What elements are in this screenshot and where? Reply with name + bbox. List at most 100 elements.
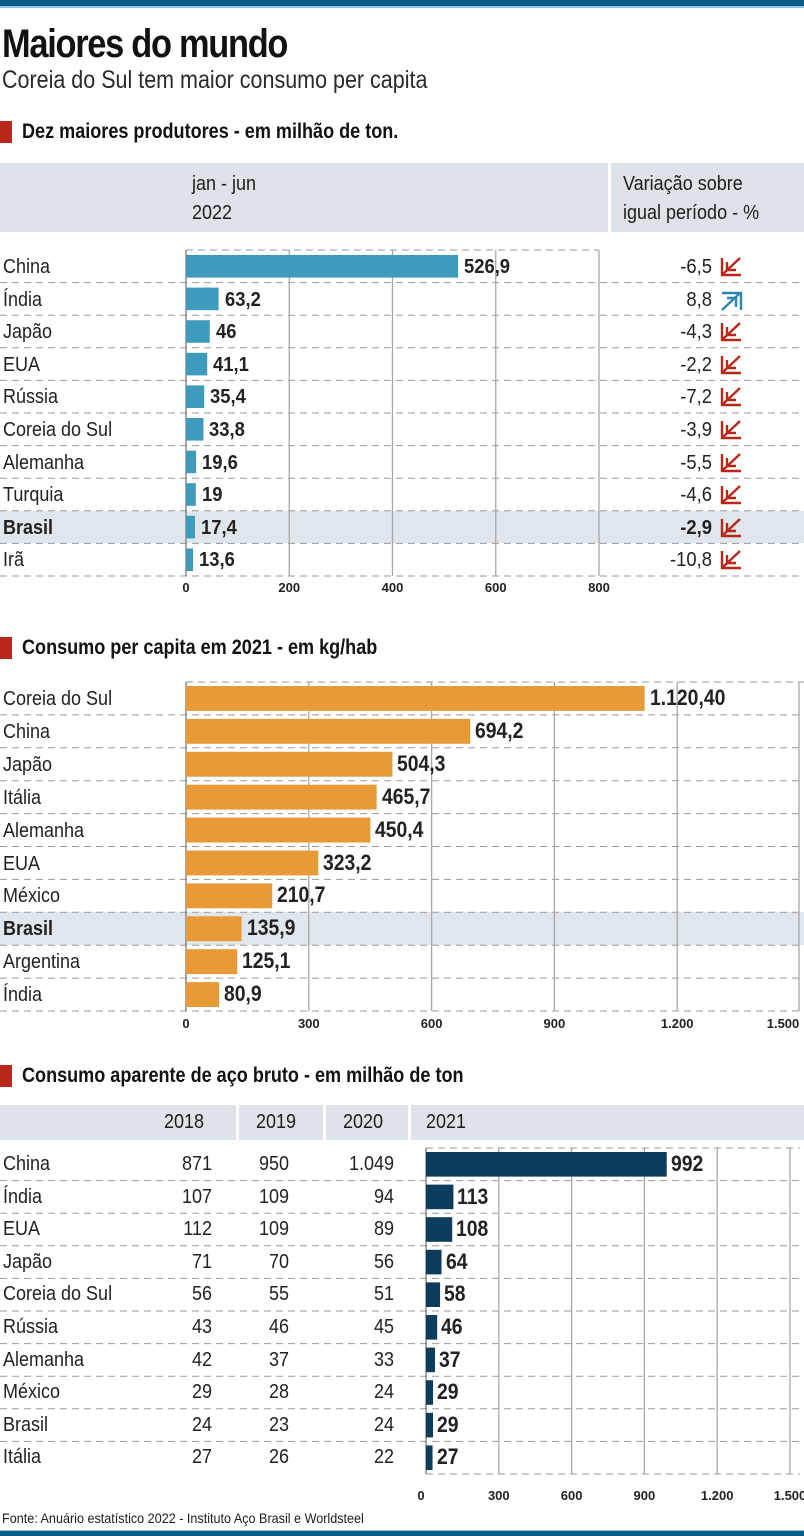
variation-value: -5,5 xyxy=(680,451,712,474)
bar-Rússia xyxy=(426,1315,438,1340)
x-tick-label: 0 xyxy=(182,580,190,595)
x-tick-label: 1.200 xyxy=(660,1016,694,1031)
table-header-band xyxy=(411,1105,804,1140)
category-label: Japão xyxy=(3,1250,53,1273)
column-header-2020: 2020 xyxy=(343,1111,384,1133)
variation-value: -4,6 xyxy=(680,484,712,507)
category-label: Coreia do Sul xyxy=(3,1283,113,1306)
table-cell-2018: 112 xyxy=(183,1218,212,1241)
arrow-down-icon xyxy=(720,517,741,537)
bar-Itália xyxy=(426,1445,433,1470)
chart1-variation-header-2: igual período - % xyxy=(623,202,760,224)
section-marker xyxy=(0,121,12,143)
bar-Alemanha xyxy=(186,817,371,843)
bar-EUA xyxy=(186,352,208,376)
category-label: Itália xyxy=(3,1446,42,1469)
category-label: Brasil xyxy=(3,918,54,941)
x-tick-label: 0 xyxy=(182,1016,190,1031)
section-title-text: Dez maiores produtores - em milhão de to… xyxy=(22,120,399,143)
table-cell-2019: 28 xyxy=(268,1381,289,1404)
x-tick-label: 400 xyxy=(381,580,404,595)
bar-Japão xyxy=(186,320,210,343)
category-label: EUA xyxy=(3,353,41,376)
category-label: Brasil xyxy=(3,516,54,539)
chart1-period-label: jan - jun xyxy=(192,173,257,195)
bar-Coreia do Sul xyxy=(426,1282,441,1307)
bar-Rússia xyxy=(186,385,205,408)
variation-value: -7,2 xyxy=(680,386,712,409)
bar-Índia xyxy=(426,1184,454,1210)
category-label: Turquia xyxy=(3,484,64,507)
category-label: Coreia do Sul xyxy=(3,688,113,710)
table-cell-2018: 42 xyxy=(191,1348,212,1371)
x-tick-label: 600 xyxy=(420,1016,443,1031)
value-label: 46 xyxy=(441,1314,463,1339)
value-label: 37 xyxy=(438,1346,461,1372)
x-tick-label: 300 xyxy=(297,1016,320,1031)
x-tick-label: 900 xyxy=(543,1016,566,1031)
value-label: 63,2 xyxy=(224,288,261,311)
value-label: 29 xyxy=(437,1379,459,1405)
category-label: EUA xyxy=(3,1218,41,1241)
table-cell-2018: 24 xyxy=(191,1413,212,1436)
bar-Índia xyxy=(186,982,220,1007)
bar-Alemanha xyxy=(186,450,197,474)
source-note: Fonte: Anuário estatístico 2022 - Instit… xyxy=(2,1510,364,1526)
table-cell-2018: 71 xyxy=(191,1250,212,1273)
table-cell-2020: 24 xyxy=(373,1381,394,1404)
value-label: 80,9 xyxy=(224,981,262,1007)
category-label: Japão xyxy=(3,321,53,344)
category-label: Irã xyxy=(3,549,25,572)
value-label: 125,1 xyxy=(242,948,291,974)
bar-EUA xyxy=(186,850,319,876)
bar-México xyxy=(426,1380,434,1405)
category-label: Índia xyxy=(3,984,43,1007)
category-label: China xyxy=(3,720,51,743)
value-label: 694,2 xyxy=(475,717,524,743)
table-header-band xyxy=(239,1105,323,1140)
value-label: 29 xyxy=(437,1411,459,1437)
column-header-2019: 2019 xyxy=(256,1111,297,1133)
table-cell-2019: 55 xyxy=(268,1283,289,1306)
highlight-row-brasil xyxy=(0,912,804,946)
category-label: Coreia do Sul xyxy=(3,419,113,441)
value-label: 135,9 xyxy=(246,915,296,941)
value-label: 33,8 xyxy=(209,419,246,441)
value-label: 41,1 xyxy=(213,353,250,376)
bar-EUA xyxy=(426,1217,453,1242)
section-title-per-capita: Consumo per capita em 2021 - em kg/hab xyxy=(0,636,435,660)
section-title-text: Consumo per capita em 2021 - em kg/hab xyxy=(22,636,378,659)
table-cell-2020: 22 xyxy=(373,1446,394,1469)
arrow-down-icon xyxy=(720,387,741,407)
table-cell-2020: 51 xyxy=(373,1283,394,1306)
section-title-text: Consumo aparente de aço bruto - em milhã… xyxy=(22,1064,464,1087)
value-label: 19 xyxy=(201,484,223,507)
table-cell-2020: 94 xyxy=(373,1185,394,1208)
table-cell-2018: 29 xyxy=(191,1381,212,1404)
bar-Coreia do Sul xyxy=(186,686,645,711)
table-cell-2018: 27 xyxy=(191,1446,212,1469)
table-cell-2020: 1.049 xyxy=(348,1153,394,1175)
table-cell-2020: 56 xyxy=(373,1250,394,1273)
category-label: Alemanha xyxy=(3,819,85,842)
x-tick-label: 600 xyxy=(560,1488,583,1503)
value-label: 323,2 xyxy=(323,849,372,875)
bar-Irã xyxy=(186,548,194,571)
section-title-producers: Dez maiores produtores - em milhão de to… xyxy=(0,120,460,144)
bottom-bar xyxy=(0,1530,804,1536)
value-label: 27 xyxy=(436,1444,459,1470)
value-label: 1.120,40 xyxy=(649,685,725,710)
value-label: 992 xyxy=(670,1151,704,1176)
table-cell-2018: 871 xyxy=(181,1153,212,1175)
value-label: 19,6 xyxy=(202,451,238,474)
table-cell-2019: 37 xyxy=(268,1348,289,1371)
category-label: Alemanha xyxy=(3,1348,85,1371)
arrow-down-icon xyxy=(720,485,741,505)
table-cell-2020: 33 xyxy=(373,1348,394,1371)
table-cell-2020: 89 xyxy=(373,1218,394,1241)
value-label: 465,7 xyxy=(381,783,431,809)
column-header-2021: 2021 xyxy=(426,1111,467,1133)
x-tick-label: 1.500 xyxy=(766,1016,800,1031)
x-tick-label: 1.200 xyxy=(700,1488,734,1503)
chart1-year-label: 2022 xyxy=(192,202,233,224)
